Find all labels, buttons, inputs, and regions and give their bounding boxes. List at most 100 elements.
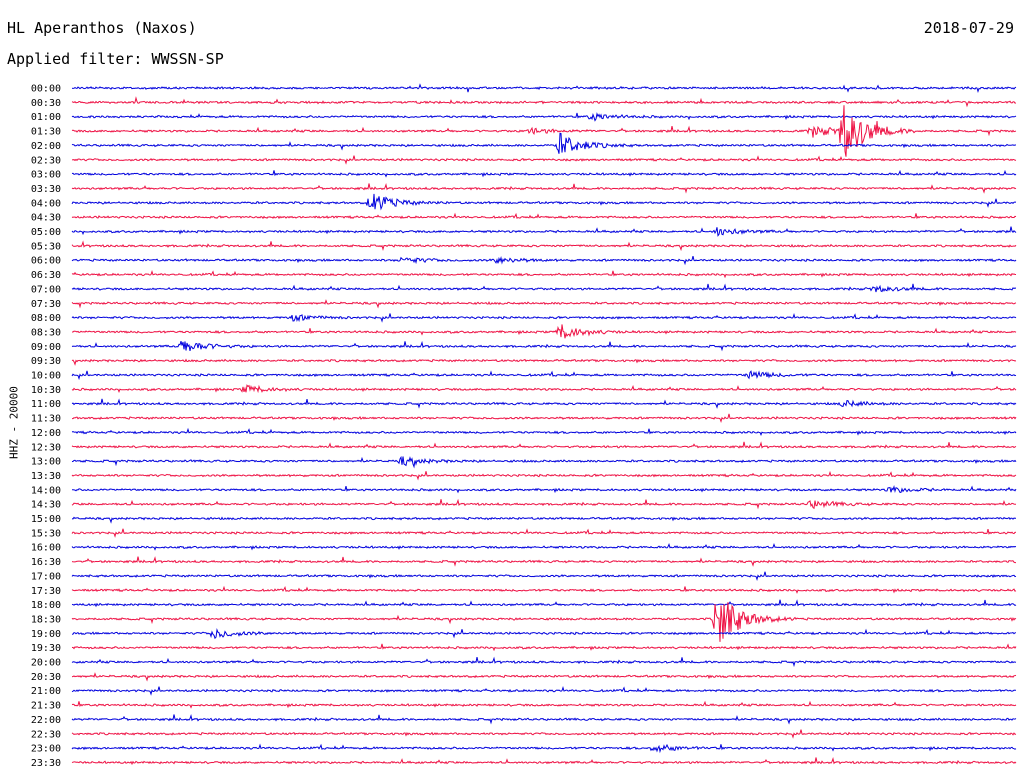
trace-date: 2018-07-29 bbox=[923, 19, 1014, 37]
trace-line bbox=[71, 643, 1017, 652]
trace-line bbox=[71, 398, 1017, 409]
trace-line bbox=[71, 182, 1017, 194]
row-time-label: 13:00 bbox=[31, 457, 61, 468]
trace-line bbox=[71, 656, 1017, 668]
row-time-label: 06:00 bbox=[31, 256, 61, 267]
trace-line bbox=[71, 571, 1017, 581]
row-time-label: 09:00 bbox=[31, 342, 61, 353]
row-time-label: 03:00 bbox=[31, 170, 61, 181]
trace-line bbox=[71, 484, 1017, 494]
filter-label: Applied filter: WWSSN-SP bbox=[7, 50, 224, 68]
row-time-label: 18:30 bbox=[31, 614, 61, 625]
row-time-label: 14:30 bbox=[31, 500, 61, 511]
row-time-label: 19:00 bbox=[31, 629, 61, 640]
row-time-label: 23:30 bbox=[31, 758, 61, 769]
trace-line bbox=[71, 312, 1017, 323]
row-time-label: 07:30 bbox=[31, 299, 61, 310]
row-time-label: 02:00 bbox=[31, 141, 61, 152]
trace-line bbox=[71, 585, 1017, 594]
row-time-label: 17:00 bbox=[31, 571, 61, 582]
row-time-label: 20:00 bbox=[31, 658, 61, 669]
row-time-label: 11:30 bbox=[31, 414, 61, 425]
row-time-label: 16:30 bbox=[31, 557, 61, 568]
trace-line bbox=[71, 169, 1017, 178]
row-time-label: 00:00 bbox=[31, 84, 61, 95]
row-time-label: 05:30 bbox=[31, 241, 61, 252]
trace-line bbox=[71, 155, 1017, 165]
row-time-label: 12:30 bbox=[31, 442, 61, 453]
trace-line bbox=[71, 427, 1017, 436]
row-time-label: 08:30 bbox=[31, 327, 61, 338]
row-time-label: 04:00 bbox=[31, 198, 61, 209]
row-time-label: 01:00 bbox=[31, 112, 61, 123]
trace-line bbox=[71, 340, 1017, 352]
row-time-label: 12:00 bbox=[31, 428, 61, 439]
trace-line bbox=[71, 556, 1016, 567]
trace-line bbox=[71, 455, 1017, 469]
row-time-label: 19:30 bbox=[31, 643, 61, 654]
row-time-label: 14:00 bbox=[31, 485, 61, 496]
row-time-label: 06:30 bbox=[31, 270, 61, 281]
row-time-label: 10:30 bbox=[31, 385, 61, 396]
trace-line bbox=[71, 528, 1017, 538]
row-time-label: 03:30 bbox=[31, 184, 61, 195]
row-time-label: 15:30 bbox=[31, 528, 61, 539]
trace-line bbox=[71, 729, 1017, 739]
trace-line bbox=[71, 602, 1017, 642]
row-time-label: 05:00 bbox=[31, 227, 61, 238]
trace-line bbox=[71, 240, 1017, 252]
trace-line bbox=[71, 700, 1017, 709]
trace-line bbox=[71, 255, 1017, 266]
station-title: HL Aperanthos (Naxos) bbox=[7, 19, 197, 37]
trace-line bbox=[71, 358, 1017, 366]
trace-line bbox=[71, 714, 1017, 725]
trace-line bbox=[71, 132, 1016, 154]
row-time-label: 00:30 bbox=[31, 98, 61, 109]
trace-line bbox=[71, 269, 1016, 279]
trace-line bbox=[71, 384, 1017, 394]
trace-line bbox=[72, 413, 1017, 424]
row-time-label: 22:30 bbox=[31, 729, 61, 740]
trace-line bbox=[71, 283, 1017, 293]
row-time-label: 15:00 bbox=[31, 514, 61, 525]
row-time-label: 01:30 bbox=[31, 127, 61, 138]
trace-line bbox=[71, 542, 1017, 551]
row-time-label: 22:00 bbox=[31, 715, 61, 726]
trace-line bbox=[71, 105, 1017, 157]
row-time-label: 07:00 bbox=[31, 284, 61, 295]
trace-line bbox=[71, 756, 1017, 766]
row-time-label: 10:00 bbox=[31, 371, 61, 382]
row-time-label: 13:30 bbox=[31, 471, 61, 482]
trace-line bbox=[71, 193, 1017, 211]
trace-line bbox=[71, 672, 1017, 682]
row-time-label: 02:30 bbox=[31, 155, 61, 166]
row-time-label: 21:00 bbox=[31, 686, 61, 697]
row-time-label: 04:30 bbox=[31, 213, 61, 224]
trace-line bbox=[72, 324, 1017, 339]
row-time-label: 11:00 bbox=[31, 399, 61, 410]
row-time-label: 20:30 bbox=[31, 672, 61, 683]
row-time-label: 16:00 bbox=[31, 543, 61, 554]
trace-line bbox=[71, 370, 1017, 381]
trace-line bbox=[71, 516, 1016, 524]
trace-line bbox=[71, 96, 1017, 108]
trace-line bbox=[71, 599, 1017, 608]
trace-line bbox=[71, 686, 1017, 696]
row-time-label: 23:00 bbox=[31, 744, 61, 755]
row-time-label: 21:30 bbox=[31, 701, 61, 712]
trace-line bbox=[71, 628, 1017, 640]
trace-line bbox=[71, 299, 1017, 309]
trace-line bbox=[71, 498, 1017, 510]
trace-line bbox=[71, 83, 1017, 94]
row-time-label: 08:00 bbox=[31, 313, 61, 324]
trace-line bbox=[71, 226, 1017, 237]
row-time-label: 09:30 bbox=[31, 356, 61, 367]
trace-line bbox=[71, 112, 1017, 122]
row-time-label: 17:30 bbox=[31, 586, 61, 597]
trace-line bbox=[71, 470, 1017, 481]
row-time-label: 18:00 bbox=[31, 600, 61, 611]
trace-line bbox=[71, 212, 1017, 220]
trace-line bbox=[71, 743, 1017, 754]
trace-line bbox=[71, 441, 1017, 449]
